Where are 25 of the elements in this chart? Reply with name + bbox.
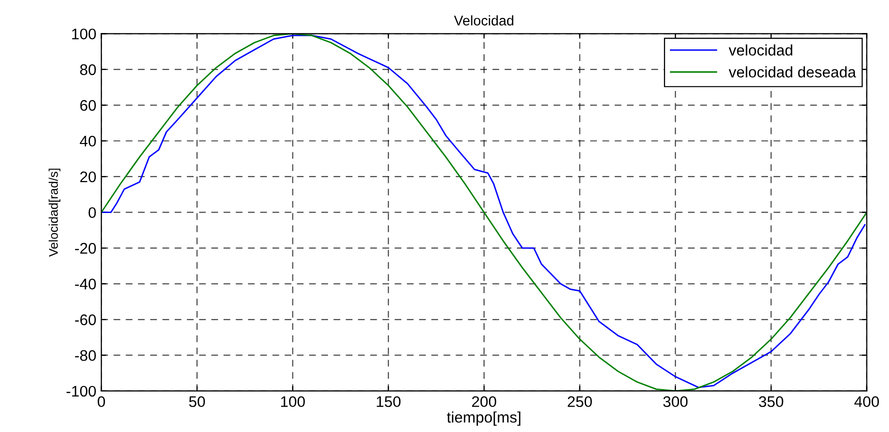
y-tick-label: 40 bbox=[80, 136, 96, 147]
x-tick-label: 200 bbox=[472, 396, 496, 408]
x-tick-label: 100 bbox=[281, 396, 305, 408]
y-tick-label: 100 bbox=[72, 28, 96, 40]
x-tick-label: 300 bbox=[663, 396, 688, 408]
y-tick-label: -100 bbox=[66, 386, 96, 397]
chart-title: Velocidad bbox=[454, 15, 514, 26]
x-tick-label: 400 bbox=[854, 396, 879, 408]
x-tick-label: 350 bbox=[758, 396, 784, 408]
x-tick-label: 150 bbox=[376, 396, 401, 408]
x-tick-label: 0 bbox=[98, 396, 105, 408]
y-tick-label: 60 bbox=[80, 100, 96, 111]
y-tick-label: 80 bbox=[80, 64, 96, 76]
legend-label: velocidad deseada bbox=[728, 66, 856, 78]
x-tick-label: 250 bbox=[568, 396, 592, 408]
y-tick-label: -80 bbox=[75, 350, 96, 361]
x-tick-label: 50 bbox=[189, 396, 205, 408]
y-tick-label: -60 bbox=[75, 314, 96, 326]
y-tick-label: 20 bbox=[80, 171, 96, 182]
y-tick-label: 0 bbox=[88, 207, 96, 218]
y-tick-label: -40 bbox=[75, 278, 96, 290]
x-axis-title: tiempo[ms] bbox=[446, 411, 520, 426]
y-tick-label: -20 bbox=[75, 242, 96, 254]
y-axis-title: Velocidad[rad/s] bbox=[48, 168, 60, 257]
legend-label: velocidad bbox=[728, 44, 792, 56]
